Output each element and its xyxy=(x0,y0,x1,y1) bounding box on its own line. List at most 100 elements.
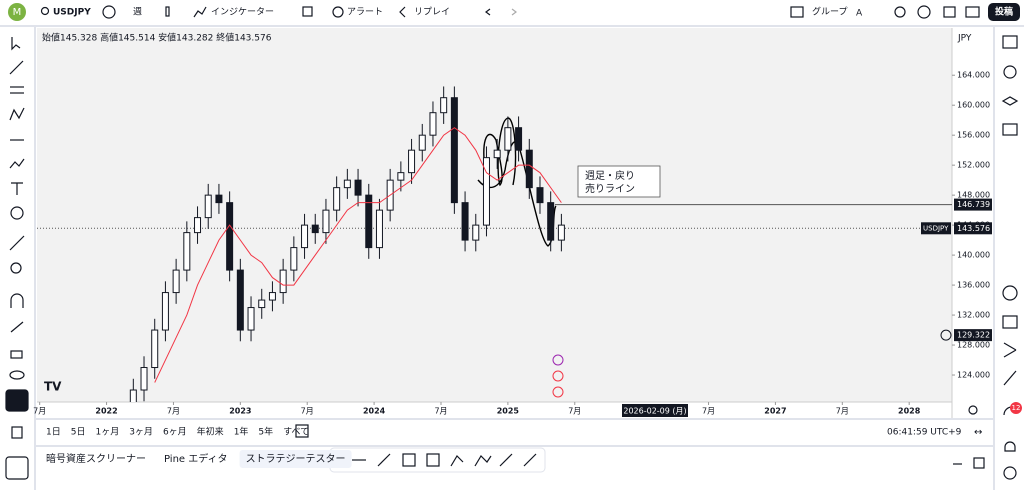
range-button[interactable]: 1日 xyxy=(46,427,61,438)
candle-body xyxy=(450,97,458,204)
sidebar-icons xyxy=(1001,35,1019,480)
axis-settings[interactable] xyxy=(968,405,978,415)
drawing-tools xyxy=(5,37,29,480)
price-line-tag xyxy=(954,198,992,211)
alerts[interactable]: アラート xyxy=(347,7,383,18)
event-icon[interactable] xyxy=(552,386,564,398)
ideas[interactable] xyxy=(1003,342,1017,358)
redo[interactable] xyxy=(511,8,517,16)
dt-icon[interactable] xyxy=(402,453,416,467)
range-button[interactable]: 6ヶ月 xyxy=(163,427,187,438)
cursor-tool[interactable] xyxy=(11,37,21,51)
annotation-box xyxy=(577,165,661,198)
settings[interactable] xyxy=(917,5,931,19)
dt-icon[interactable] xyxy=(450,455,464,467)
dt-icon[interactable] xyxy=(377,453,391,467)
calendar[interactable] xyxy=(1002,315,1018,329)
avatar[interactable] xyxy=(8,3,26,21)
replay[interactable]: リプレイ xyxy=(414,7,450,18)
publish: 投稿 xyxy=(995,6,1013,18)
symbol[interactable]: USDJPY xyxy=(53,8,91,18)
candle-body xyxy=(311,224,319,234)
range-button[interactable]: 1ヶ月 xyxy=(95,427,119,438)
event-icon[interactable] xyxy=(552,370,564,382)
x-tick-label: 7月 xyxy=(301,407,314,416)
y-tick-label: 164.000 xyxy=(957,71,990,80)
panel-tab[interactable]: Pine エディタ xyxy=(164,452,228,465)
brush-tool[interactable] xyxy=(9,158,25,169)
add-icon[interactable] xyxy=(102,5,116,19)
maximize[interactable] xyxy=(973,457,985,469)
indicators[interactable]: インジケーター xyxy=(211,7,274,18)
candle-body xyxy=(397,172,405,181)
candle-body xyxy=(204,194,212,219)
magnet-tool[interactable] xyxy=(10,293,24,308)
lock-drawing-tool[interactable] xyxy=(10,321,24,333)
range-button[interactable]: 3ヶ月 xyxy=(129,427,153,438)
help[interactable] xyxy=(1003,466,1017,480)
indicators-icon xyxy=(193,6,207,18)
date-range-icon[interactable] xyxy=(295,424,309,438)
layers[interactable] xyxy=(1001,96,1019,106)
alert-add xyxy=(940,329,952,341)
layout-icon[interactable] xyxy=(302,6,313,17)
publish-button[interactable] xyxy=(988,3,1020,21)
range-button[interactable]: 5年 xyxy=(258,426,273,438)
favorites-tool[interactable] xyxy=(5,456,29,480)
panel-tab[interactable]: 暗号資産スクリーナー xyxy=(46,452,146,465)
trend-line-tool[interactable] xyxy=(9,60,24,75)
range-button[interactable]: 5日 xyxy=(71,427,86,438)
range-button[interactable]: 年初来 xyxy=(197,426,224,438)
emoji-tool[interactable] xyxy=(10,206,24,220)
dt-icon[interactable] xyxy=(523,453,537,467)
candle-body xyxy=(161,292,169,331)
pattern-tool[interactable] xyxy=(9,107,25,121)
trash-tool[interactable] xyxy=(11,426,23,439)
currency[interactable]: JPY xyxy=(957,34,972,44)
ohlc-legend: 始値145.328 高値145.514 安値143.282 終値143.576 xyxy=(42,32,272,44)
fullscreen[interactable] xyxy=(943,6,956,18)
link-tool[interactable] xyxy=(5,389,29,412)
undo[interactable] xyxy=(485,8,491,16)
chat[interactable] xyxy=(1002,123,1018,136)
symbol-tag-label: USDJPY xyxy=(923,224,949,232)
candle-body xyxy=(482,157,490,226)
x-tick-label: 2024 xyxy=(363,407,386,416)
notifications-bell[interactable] xyxy=(1004,441,1016,452)
dt-icon[interactable] xyxy=(474,455,492,467)
candle-body xyxy=(418,134,426,151)
y-tick-label: 132.000 xyxy=(957,311,990,320)
candle-body xyxy=(472,224,480,241)
streams[interactable] xyxy=(1003,370,1017,386)
text-tool[interactable] xyxy=(11,182,23,195)
visibility-tool[interactable] xyxy=(9,370,25,380)
camera[interactable] xyxy=(965,6,980,18)
range-button[interactable]: すべて xyxy=(283,427,309,438)
signals[interactable] xyxy=(1002,285,1018,301)
candle-body xyxy=(536,187,544,204)
lock-tool[interactable] xyxy=(10,350,23,359)
zoom-tool[interactable] xyxy=(10,262,22,274)
avatar-letter: M xyxy=(13,7,22,18)
chart-type-icon[interactable] xyxy=(165,6,170,17)
x-tick-label: 2023 xyxy=(229,407,251,416)
interval[interactable]: 週 xyxy=(133,7,142,18)
x-tick-label: 2028 xyxy=(898,407,921,416)
x-tick-label: 7月 xyxy=(434,407,447,416)
group-letter[interactable]: A xyxy=(856,9,863,19)
alerts-panel[interactable] xyxy=(1003,65,1017,79)
screenshot-tool[interactable] xyxy=(894,6,906,18)
range-button[interactable]: 1年 xyxy=(234,426,249,438)
dt-icon[interactable] xyxy=(426,453,440,467)
symbol-tag xyxy=(921,222,951,235)
y-tick-label: 160.000 xyxy=(957,101,990,110)
group[interactable]: グループ xyxy=(812,6,847,18)
watchlist[interactable] xyxy=(1002,35,1018,49)
panel-tab[interactable]: ストラテジーテスター xyxy=(246,453,346,465)
x-tick-label: 2025 xyxy=(497,407,520,416)
auto-scale[interactable]: ↔ xyxy=(974,427,982,438)
dt-icon[interactable] xyxy=(499,453,513,467)
measure-tool[interactable] xyxy=(9,235,25,251)
y-tick-label: 152.000 xyxy=(957,161,990,170)
event-icon[interactable] xyxy=(552,354,564,366)
